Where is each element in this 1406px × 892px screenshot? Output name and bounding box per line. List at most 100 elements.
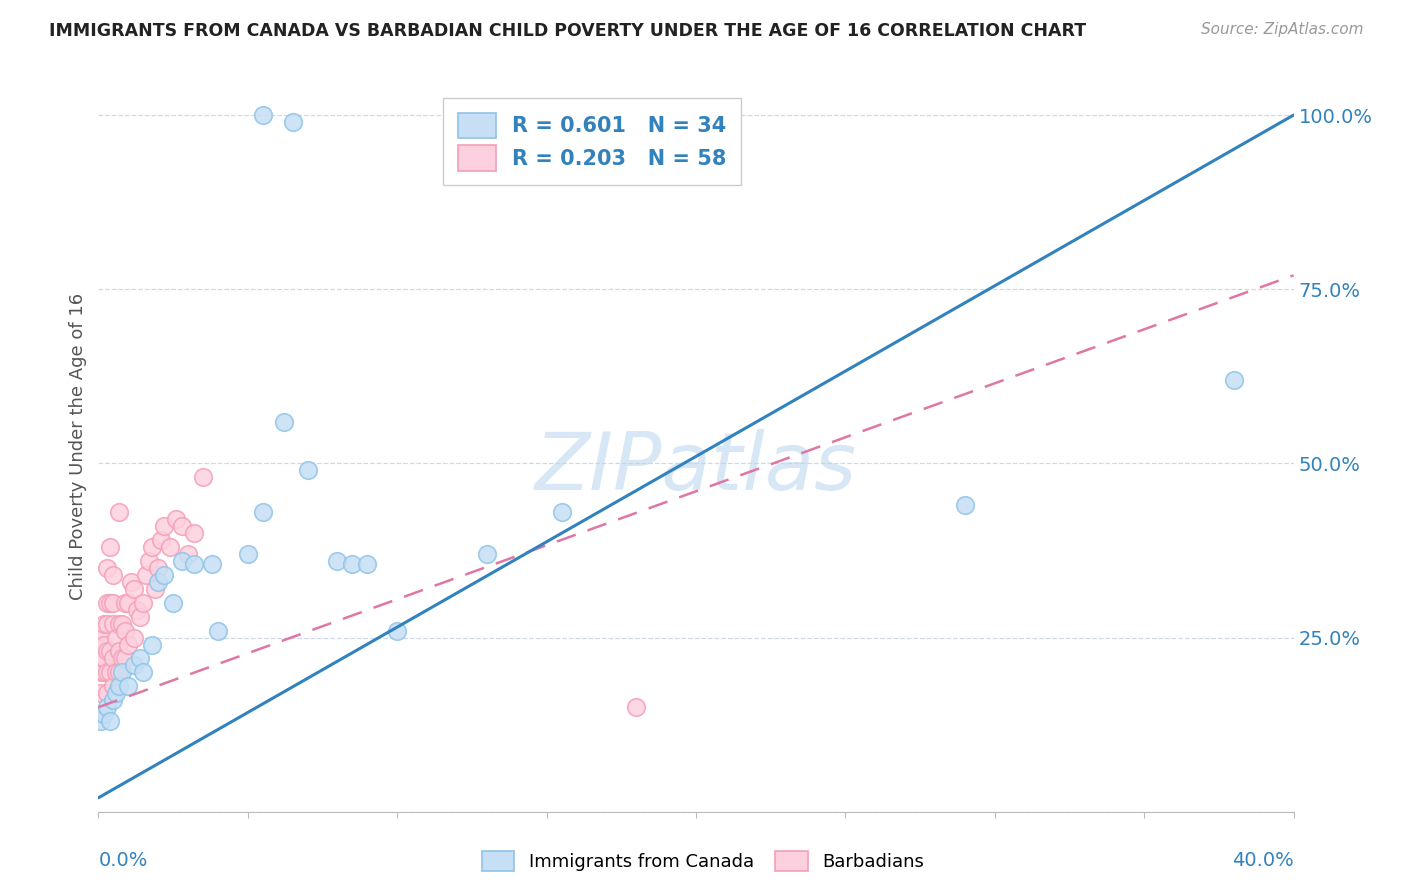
Point <box>236 547 259 561</box>
Point <box>98 644 122 658</box>
Point <box>153 519 176 533</box>
Point <box>124 631 146 645</box>
Point <box>356 558 378 572</box>
Point <box>385 624 409 638</box>
Point <box>98 596 122 610</box>
Point <box>103 693 125 707</box>
Point <box>165 512 187 526</box>
Point <box>117 596 139 610</box>
Point <box>90 707 112 722</box>
Text: IMMIGRANTS FROM CANADA VS BARBADIAN CHILD POVERTY UNDER THE AGE OF 16 CORRELATIO: IMMIGRANTS FROM CANADA VS BARBADIAN CHIL… <box>49 22 1087 40</box>
Point <box>127 603 149 617</box>
Point <box>129 609 152 624</box>
Point <box>207 624 229 638</box>
Point <box>201 558 224 572</box>
Point <box>953 498 976 512</box>
Point <box>326 554 349 568</box>
Point <box>117 679 139 693</box>
Point <box>281 115 304 129</box>
Point <box>1223 373 1246 387</box>
Point <box>108 679 131 693</box>
Point <box>342 558 364 572</box>
Point <box>114 596 136 610</box>
Point <box>98 540 122 554</box>
Point <box>148 574 170 589</box>
Point <box>90 665 112 680</box>
Point <box>105 631 128 645</box>
Point <box>114 651 136 665</box>
Point <box>120 574 142 589</box>
Point <box>93 638 115 652</box>
Point <box>111 665 134 680</box>
Point <box>90 624 112 638</box>
Text: ZIPatlas: ZIPatlas <box>534 429 858 507</box>
Point <box>90 714 112 728</box>
Point <box>96 644 118 658</box>
Point <box>129 651 152 665</box>
Point <box>103 567 125 582</box>
Point <box>148 561 170 575</box>
Point <box>183 558 205 572</box>
Point <box>252 505 274 519</box>
Point <box>252 108 274 122</box>
Point <box>117 638 139 652</box>
Y-axis label: Child Poverty Under the Age of 16: Child Poverty Under the Age of 16 <box>69 293 87 599</box>
Point <box>111 616 134 631</box>
Point <box>96 561 118 575</box>
Point <box>93 665 115 680</box>
Point <box>159 540 181 554</box>
Point <box>93 707 115 722</box>
Point <box>108 665 131 680</box>
Point <box>98 665 122 680</box>
Point <box>105 665 128 680</box>
Point <box>93 616 115 631</box>
Point <box>90 686 112 700</box>
Point <box>98 714 122 728</box>
Point <box>124 658 146 673</box>
Point <box>153 567 176 582</box>
Point <box>105 686 128 700</box>
Point <box>108 505 131 519</box>
Point <box>108 616 131 631</box>
Point <box>108 644 131 658</box>
Point <box>550 505 572 519</box>
Point <box>172 554 194 568</box>
Point <box>103 596 125 610</box>
Point <box>96 686 118 700</box>
Point <box>96 596 118 610</box>
Point <box>475 547 498 561</box>
Point <box>90 638 112 652</box>
Point <box>103 651 125 665</box>
Point <box>103 679 125 693</box>
Point <box>297 463 319 477</box>
Point <box>150 533 173 547</box>
Point <box>132 596 155 610</box>
Point <box>143 582 166 596</box>
Point <box>93 651 115 665</box>
Point <box>138 554 160 568</box>
Point <box>141 638 163 652</box>
Text: Source: ZipAtlas.com: Source: ZipAtlas.com <box>1201 22 1364 37</box>
Point <box>132 665 155 680</box>
Text: 0.0%: 0.0% <box>98 851 148 870</box>
Point <box>96 700 118 714</box>
Point <box>141 540 163 554</box>
Point <box>114 624 136 638</box>
Point <box>177 547 200 561</box>
Point <box>111 651 134 665</box>
Legend: Immigrants from Canada, Barbadians: Immigrants from Canada, Barbadians <box>474 844 932 879</box>
Point <box>135 567 157 582</box>
Point <box>162 596 184 610</box>
Point <box>96 665 118 680</box>
Point <box>103 616 125 631</box>
Point <box>172 519 194 533</box>
Point <box>183 526 205 541</box>
Point <box>93 651 115 665</box>
Point <box>96 616 118 631</box>
Point <box>124 582 146 596</box>
Point <box>191 470 214 484</box>
Legend: R = 0.601   N = 34, R = 0.203   N = 58: R = 0.601 N = 34, R = 0.203 N = 58 <box>443 98 741 186</box>
Point <box>273 415 295 429</box>
Text: 40.0%: 40.0% <box>1232 851 1294 870</box>
Point <box>626 700 648 714</box>
